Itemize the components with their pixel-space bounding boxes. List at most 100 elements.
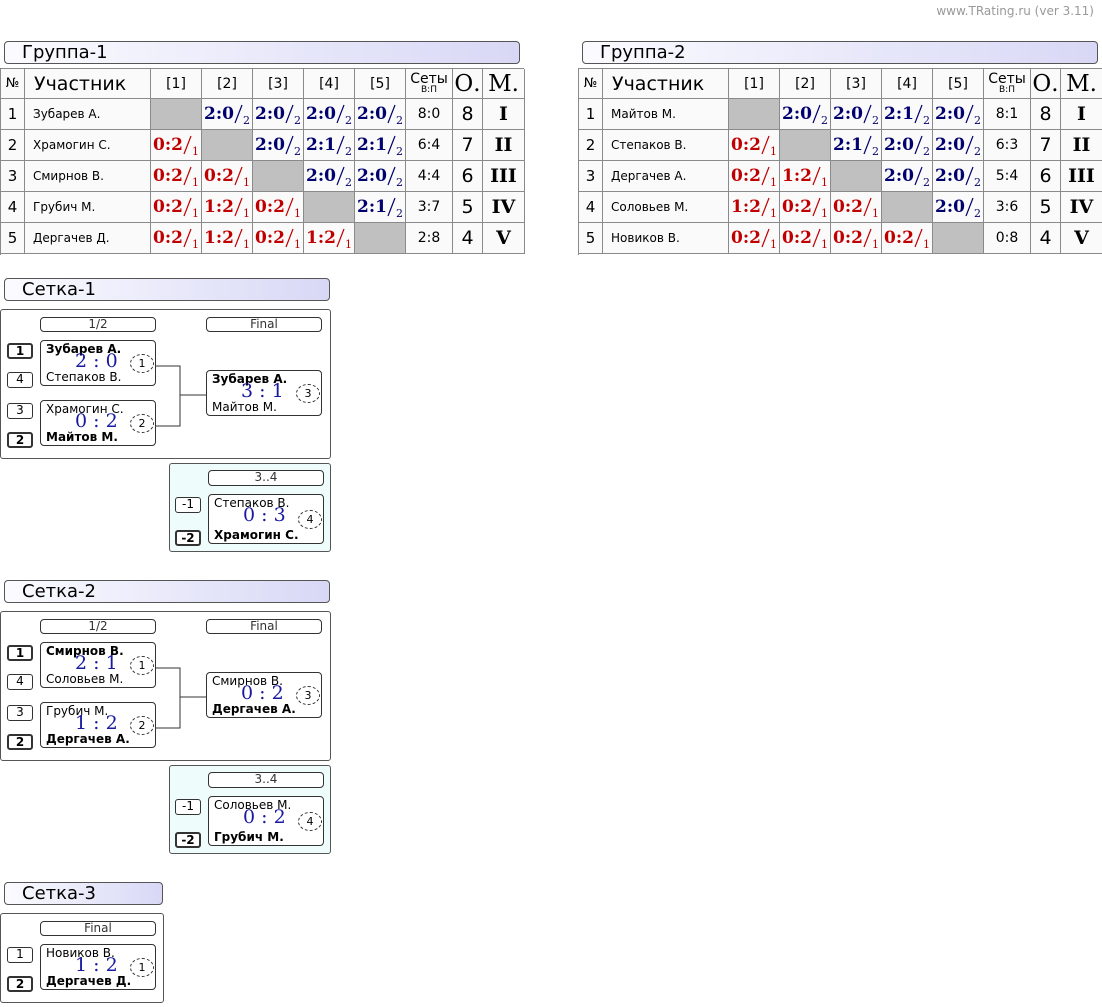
row-number: 5 [7,229,18,247]
result-mark: 2 [973,113,981,127]
slash-line [761,228,770,248]
slash [863,197,872,217]
result-score: 2:0 [833,104,863,124]
result-score: 0:2 [731,228,761,248]
column-header: [4] [304,69,355,99]
player-name: Зубарев А. [46,342,122,356]
result-score: 0:2 [255,197,285,217]
slash-line [183,197,192,217]
slash [965,197,974,217]
match-score: 1 : 2 [75,954,118,976]
points-cell: 7 [453,130,483,161]
name-cell: Майтов М. [603,99,729,130]
seed: -2 [175,530,201,546]
column-header-text: Сеты [988,71,1026,87]
slash [965,135,974,155]
result-mark: 2 [922,144,930,158]
result-mark: 2 [395,206,403,220]
result-mark: 2 [871,113,879,127]
sets-value: 8:1 [995,106,1019,122]
number-cell: 3 [579,161,603,192]
participant-name: Зубарев А. [33,107,101,121]
result-mark: 1 [820,237,828,251]
row-number: 2 [585,136,596,154]
sets-cell: 4:4 [406,161,453,192]
empty-cell [304,192,355,223]
match-number: 1 [130,656,154,675]
result-mark: 2 [344,175,352,189]
participant-name: Дергачев Д. [33,231,110,245]
row-number: 2 [7,136,18,154]
result-mark: 1 [191,237,199,251]
sets-cell: 6:4 [406,130,453,161]
result-mark: 2 [395,175,403,189]
result-cell: 0:2 1 [729,223,780,254]
slash-line [914,135,923,155]
points-value: 4 [1039,227,1052,249]
result-mark: 2 [922,175,930,189]
place-value: IV [1069,196,1094,218]
slash [812,166,821,186]
row-number: 4 [7,198,18,216]
column-header-text: [3] [846,75,866,92]
slash-line [761,135,770,155]
points-cell: 8 [1031,99,1061,130]
slash [183,228,192,248]
bracket-title: Сетка-1 [4,278,330,301]
result-cell: 1:2 1 [780,161,831,192]
slash-line [234,104,243,124]
result-mark: 1 [769,144,777,158]
sets-value: 6:3 [995,137,1019,153]
result-cell: 2:1 2 [304,130,355,161]
slash-line [285,135,294,155]
slash [812,197,821,217]
column-header: [1] [729,69,780,99]
empty-cell [253,161,304,192]
result-mark: 1 [344,237,352,251]
place-value: V [1074,227,1089,249]
result-cell: 0:2 1 [729,130,780,161]
seed: 1 [7,947,33,963]
result-mark: 1 [820,175,828,189]
slash-line [914,104,923,124]
slash-line [336,166,345,186]
empty-cell [355,223,406,254]
place-cell: IV [483,192,525,223]
result-score: 2:0 [306,166,336,186]
seed: 1 [7,343,33,359]
column-header: Сеты В:П [984,69,1031,99]
match-score: 0 : 2 [241,682,284,704]
match-number: 4 [298,812,322,831]
place-cell: III [1061,161,1102,192]
result-mark: 2 [820,113,828,127]
result-cell: 2:0 2 [304,161,355,192]
column-header-text: М. [488,70,519,97]
result-mark: 2 [395,113,403,127]
result-score: 2:0 [357,104,387,124]
result-cell: 0:2 1 [831,223,882,254]
place-cell: II [483,130,525,161]
result-mark: 2 [242,113,250,127]
group-table: № Участник [1] [2] [3] [4] [5] Сеты В:П О. М. 1 Майт… [578,68,1102,255]
column-header-text: [2] [217,75,237,92]
slash [234,197,243,217]
result-score: 1:2 [306,228,336,248]
result-mark: 1 [769,175,777,189]
column-header: № [1,69,25,99]
sets-cell: 2:8 [406,223,453,254]
number-cell: 4 [1,192,25,223]
round-label: 3..4 [208,772,324,788]
slash [183,135,192,155]
match-score: 0 : 3 [243,504,286,526]
slash [285,228,294,248]
points-cell: 5 [1031,192,1061,223]
result-score: 0:2 [204,166,234,186]
participant-name: Майтов М. [611,107,676,121]
column-header: [5] [355,69,406,99]
result-mark: 2 [922,113,930,127]
seed: 3 [7,403,33,419]
player-name: Майтов М. [212,400,277,414]
result-score: 2:0 [255,135,285,155]
result-score: 2:0 [255,104,285,124]
